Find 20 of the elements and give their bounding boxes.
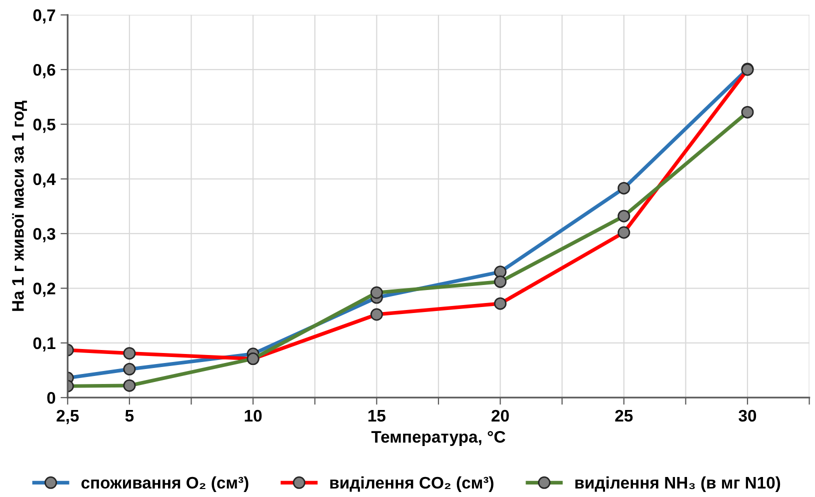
y-tick-label: 0,1 (33, 337, 56, 352)
y-tick-label: 0,7 (33, 9, 56, 24)
y-tick-label: 0 (47, 392, 56, 404)
x-tick-label: 2,5 (56, 410, 79, 424)
legend-label: виділення CO₂ (см³) (330, 476, 494, 492)
x-tick-label: 25 (615, 410, 633, 422)
legend-label: виділення NH₃ (в мг N10) (575, 476, 780, 492)
x-tick-label: 5 (125, 410, 134, 422)
y-tick-label: 0,3 (33, 228, 56, 242)
x-tick-label: 15 (368, 410, 386, 422)
legend-label: споживання O₂ (см³) (81, 476, 248, 492)
y-tick-label: 0,5 (33, 118, 56, 133)
x-tick-label: 10 (244, 410, 262, 422)
y-tick-label: 0,6 (33, 64, 56, 78)
y-axis-title: На 1 г живої маси за 1 год (12, 100, 27, 311)
y-tick-label: 0,2 (33, 282, 56, 297)
x-axis-title: Температура, °C (371, 430, 506, 446)
x-tick-label: 20 (492, 410, 509, 422)
x-tick-label: 30 (738, 410, 756, 422)
y-tick-label: 0,4 (33, 173, 56, 188)
